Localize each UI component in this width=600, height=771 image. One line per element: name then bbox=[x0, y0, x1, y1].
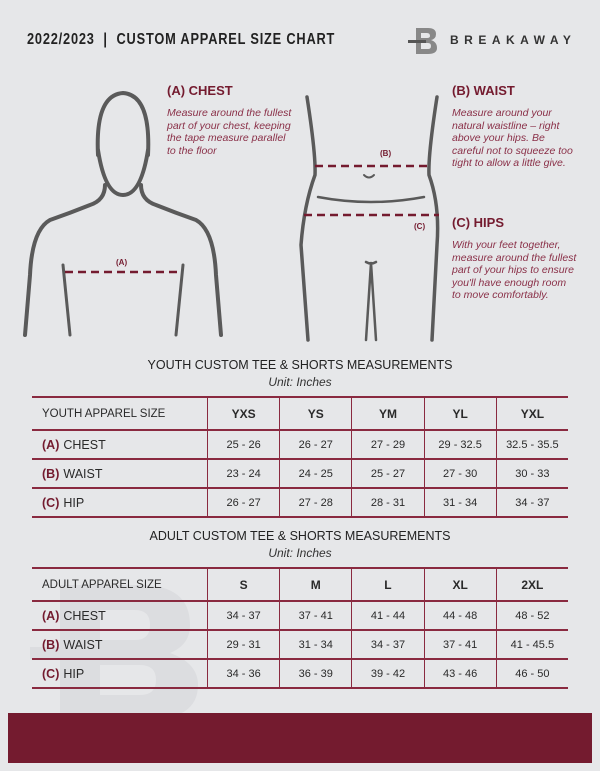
cell: 34 - 37 bbox=[351, 630, 425, 660]
table-header-row: YOUTH APPAREL SIZE YXS YS YM YL YXL bbox=[32, 396, 568, 431]
youth-size-table: YOUTH APPAREL SIZE YXS YS YM YL YXL (A) C… bbox=[32, 396, 568, 518]
row-label: CHEST bbox=[63, 437, 106, 452]
cell: 28 - 31 bbox=[351, 488, 425, 518]
cell: 32.5 - 35.5 bbox=[495, 430, 568, 460]
cell: 44 - 48 bbox=[423, 601, 497, 631]
cell: 48 - 52 bbox=[495, 601, 568, 631]
cell: 25 - 27 bbox=[351, 459, 425, 489]
waist-heading: (B) WAIST bbox=[452, 83, 515, 98]
cell: 27 - 29 bbox=[351, 430, 425, 460]
cell: 29 - 31 bbox=[206, 630, 280, 660]
chest-heading: (A) CHEST bbox=[167, 83, 233, 98]
waist-instructions: Measure around your natural waistline – … bbox=[452, 107, 573, 170]
table-row: (B) WAIST 29 - 31 31 - 34 34 - 37 37 - 41… bbox=[32, 630, 568, 660]
row-label: HIP bbox=[63, 666, 85, 681]
cell: 36 - 39 bbox=[279, 659, 352, 689]
size-header: L bbox=[351, 567, 425, 602]
table-header-row: ADULT APPAREL SIZE S M L XL 2XL bbox=[32, 567, 568, 602]
table-row: (A) CHEST 25 - 26 26 - 27 27 - 29 29 - 32… bbox=[32, 430, 568, 460]
youth-table-title: YOUTH CUSTOM TEE & SHORTS MEASUREMENTS bbox=[147, 358, 453, 372]
row-code: (C) bbox=[42, 495, 60, 510]
brand-name: BREAKAWAY bbox=[450, 33, 577, 47]
cell: 34 - 36 bbox=[206, 659, 280, 689]
footer-bar bbox=[8, 713, 592, 763]
table-row: (B) WAIST 23 - 24 24 - 25 25 - 27 27 - 30… bbox=[32, 459, 568, 489]
chest-figure-illustration bbox=[23, 90, 223, 337]
cell: 41 - 44 bbox=[351, 601, 425, 631]
size-header: M bbox=[279, 567, 352, 602]
waist-hips-figure-illustration bbox=[299, 95, 440, 342]
table-row: (C) HIP 26 - 27 27 - 28 28 - 31 31 - 34 3… bbox=[32, 488, 568, 518]
cell: 34 - 37 bbox=[206, 601, 280, 631]
row-code: (B) bbox=[42, 637, 60, 652]
chest-marker: (A) bbox=[116, 258, 128, 267]
cell: 41 - 45.5 bbox=[495, 630, 568, 660]
table-row: (C) HIP 34 - 36 36 - 39 39 - 42 43 - 46 4… bbox=[32, 659, 568, 689]
cell: 31 - 34 bbox=[423, 488, 497, 518]
cell: 39 - 42 bbox=[351, 659, 425, 689]
adult-table-title: ADULT CUSTOM TEE & SHORTS MEASUREMENTS bbox=[149, 529, 451, 543]
size-header: 2XL bbox=[495, 567, 568, 602]
cell: 24 - 25 bbox=[279, 459, 352, 489]
row-label: HIP bbox=[63, 495, 85, 510]
size-header: YXL bbox=[495, 396, 568, 431]
cell: 37 - 41 bbox=[423, 630, 497, 660]
table-row: (A) CHEST 34 - 37 37 - 41 41 - 44 44 - 48… bbox=[32, 601, 568, 631]
cell: 29 - 32.5 bbox=[423, 430, 497, 460]
cell: 43 - 46 bbox=[423, 659, 497, 689]
row-label: WAIST bbox=[63, 637, 103, 652]
size-header: YM bbox=[351, 396, 425, 431]
row-code: (C) bbox=[42, 666, 60, 681]
cell: 27 - 30 bbox=[423, 459, 497, 489]
size-header: XL bbox=[423, 567, 497, 602]
size-header: YXS bbox=[206, 396, 280, 431]
cell: 34 - 37 bbox=[495, 488, 568, 518]
cell: 46 - 50 bbox=[495, 659, 568, 689]
row-code: (A) bbox=[42, 437, 60, 452]
cell: 26 - 27 bbox=[279, 430, 352, 460]
row-label: CHEST bbox=[63, 608, 106, 623]
youth-table-unit: Unit: Inches bbox=[268, 375, 332, 389]
row-header: YOUTH APPAREL SIZE bbox=[32, 396, 208, 431]
size-header: YL bbox=[423, 396, 497, 431]
row-header: ADULT APPAREL SIZE bbox=[32, 567, 208, 602]
cell: 37 - 41 bbox=[279, 601, 352, 631]
cell: 30 - 33 bbox=[495, 459, 568, 489]
cell: 26 - 27 bbox=[206, 488, 280, 518]
page-title: 2022/2023 | CUSTOM APPAREL SIZE CHART bbox=[27, 31, 336, 48]
hips-instructions: With your feet together, measure around … bbox=[452, 239, 577, 302]
size-header: S bbox=[206, 567, 280, 602]
cell: 25 - 26 bbox=[206, 430, 280, 460]
cell: 31 - 34 bbox=[279, 630, 352, 660]
chest-instructions: Measure around the fullest part of your … bbox=[167, 107, 292, 157]
hips-marker: (C) bbox=[414, 222, 426, 231]
row-label: WAIST bbox=[63, 466, 103, 481]
breakaway-logo-icon bbox=[408, 28, 437, 54]
adult-table-unit: Unit: Inches bbox=[268, 546, 332, 560]
row-code: (B) bbox=[42, 466, 60, 481]
size-header: YS bbox=[279, 396, 352, 431]
cell: 23 - 24 bbox=[206, 459, 280, 489]
adult-size-table: ADULT APPAREL SIZE S M L XL 2XL (A) CHEST… bbox=[32, 567, 568, 689]
cell: 27 - 28 bbox=[279, 488, 352, 518]
row-code: (A) bbox=[42, 608, 60, 623]
hips-heading: (C) HIPS bbox=[452, 215, 504, 230]
waist-marker: (B) bbox=[380, 149, 392, 158]
